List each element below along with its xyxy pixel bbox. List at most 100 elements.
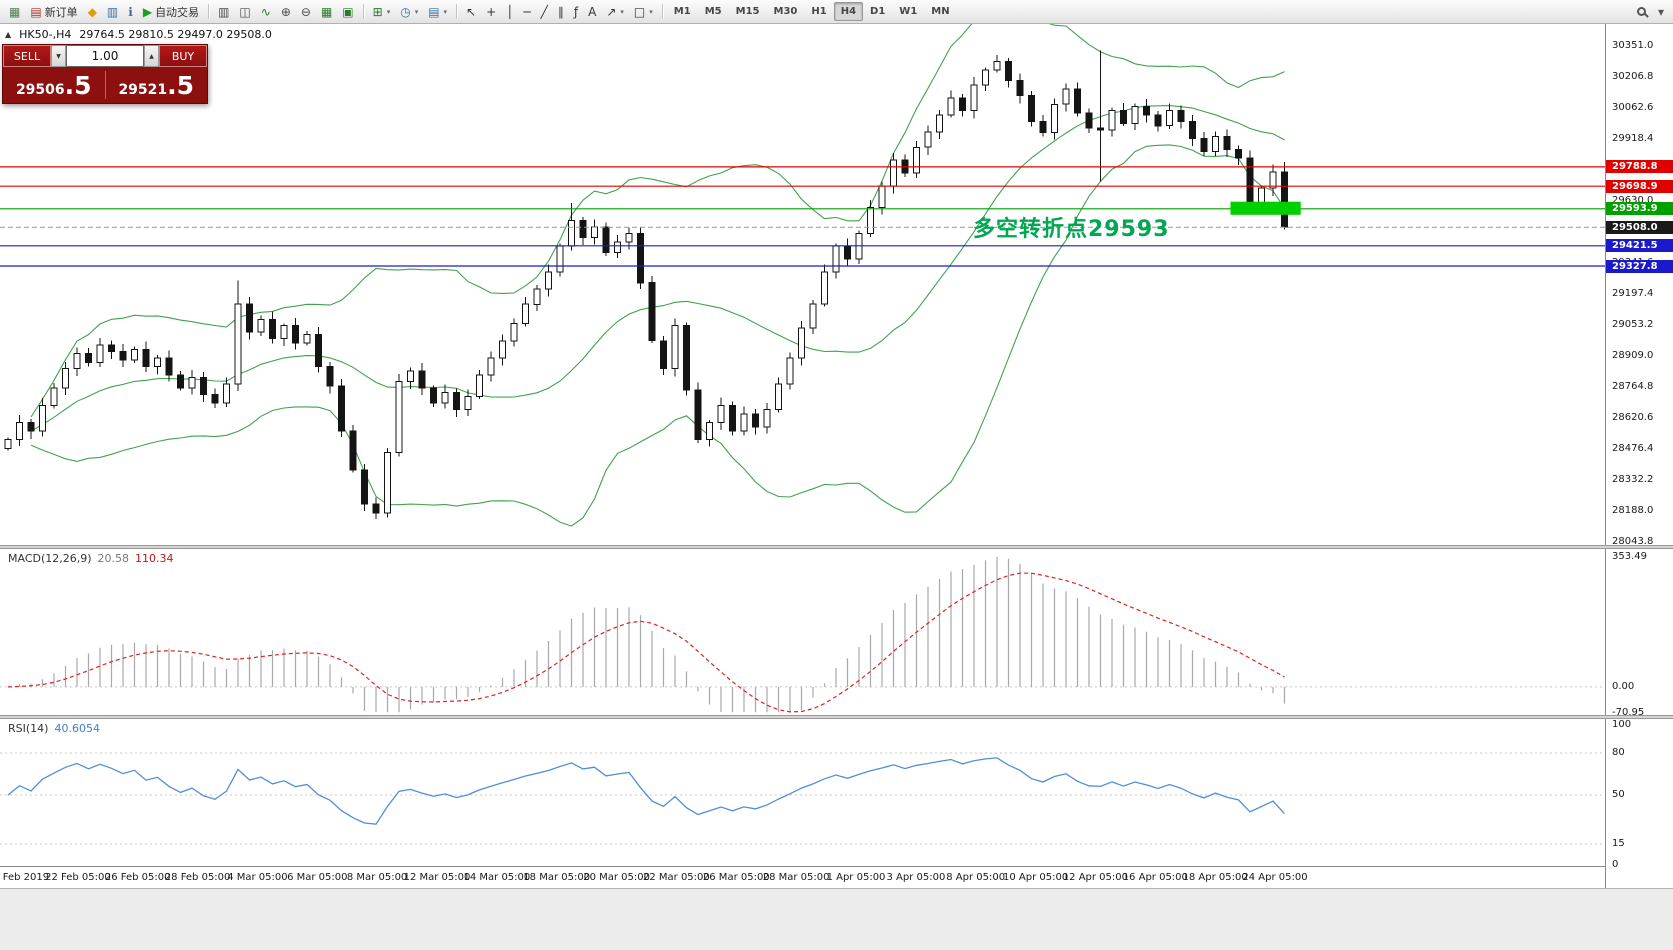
timeframe-w1-button-label: W1 [899,6,918,17]
time-axis-label: 8 Mar 05:00 [346,872,408,883]
macd-axis-label: 353.49 [1612,551,1647,562]
toolbar-overflow-button[interactable]: ▾ [1653,2,1669,21]
indicators-button[interactable]: ⊞ ▾ [368,2,396,21]
trade-panel-price-row: 29506 .5 29521 .5 [3,67,207,103]
metaeditor-button[interactable]: ◆ [83,2,102,21]
new-order-button[interactable]: ▤ 新订单 [25,2,82,21]
time-axis-label: 12 Mar 05:00 [403,872,471,883]
bollinger-lower-band [30,144,1285,527]
timeframe-h1-button[interactable]: H1 [804,2,833,21]
vertical-line-button[interactable]: │ [501,2,518,21]
timeframe-m1-button[interactable]: M1 [667,2,698,21]
tile-windows-button[interactable]: ▦ [316,2,337,21]
new-chart-icon: ▦ [9,4,21,19]
macd-signal-value: 110.34 [135,552,174,565]
auto-scroll-icon: ▣ [342,4,354,19]
shapes-button[interactable]: □ ▾ [629,2,658,21]
timeframe-m30-button-label: M30 [773,6,798,17]
time-axis-label: 24 Apr 05:00 [1242,872,1308,883]
price-axis-label: 28909.0 [1612,350,1654,361]
candlestick-chart-button[interactable]: ◫ [234,2,255,21]
bar-chart-button[interactable]: ▥ [213,2,234,21]
pane-splitter[interactable] [0,545,1673,549]
pivot-highlight-rect[interactable] [1230,201,1301,215]
time-axis-label: 28 Feb 05:00 [164,872,231,883]
ohlc-values-label: 29764.5 29810.5 29497.0 29508.0 [79,28,272,41]
price-axis-label: 29053.2 [1612,319,1654,330]
price-axis-label: 28764.8 [1612,381,1654,392]
sell-button[interactable]: SELL [3,45,51,67]
rsi-name: RSI(14) [8,722,49,735]
pane-splitter[interactable] [0,715,1673,719]
auto-scroll-button[interactable]: ▣ [337,2,358,21]
rsi-indicator-canvas[interactable] [0,719,1605,866]
collapse-trade-panel-icon[interactable]: ▲ [5,30,12,39]
trendline-icon: ╱ [540,4,548,19]
price-axis[interactable]: 30351.030206.830062.629918.429774.229630… [1605,24,1673,888]
market-watch-button[interactable]: ▥ [102,2,123,21]
toolbar-separator [456,4,458,19]
lot-decrease-button[interactable]: ▼ [51,45,66,67]
price-chart-canvas[interactable] [0,24,1605,545]
macd-indicator-canvas[interactable] [0,549,1605,715]
templates-button[interactable]: ▤ ▾ [423,2,452,21]
timeframe-w1-button[interactable]: W1 [892,2,924,21]
time-axis-label: 3 Apr 05:00 [886,872,946,883]
rsi-axis-label: 80 [1612,747,1625,758]
price-axis-label: 28043.8 [1612,536,1654,547]
lot-increase-button[interactable]: ▲ [144,45,159,67]
price-tag-29698.9: 29698.9 [1606,179,1673,193]
fibonacci-button[interactable]: ƒ [569,2,583,21]
zoom-in-icon: ⊕ [280,4,291,19]
macd-indicator-label: MACD(12,26,9) 20.58 110.34 [8,552,174,565]
time-axis-label: 14 Mar 05:00 [463,872,531,883]
price-axis-label: 29630.0 [1612,195,1654,206]
data-window-button[interactable]: ℹ [123,2,138,21]
indicators-icon: ⊞ [372,4,383,19]
toolbar-right-group: ▾ [1632,2,1669,21]
arrows-button[interactable]: ↗ ▾ [601,2,629,21]
timeframe-mn-button[interactable]: MN [924,2,956,21]
buy-price-button[interactable]: 29521 .5 [106,73,208,98]
timeframe-d1-button[interactable]: D1 [863,2,892,21]
cursor-icon: ↖ [466,4,477,19]
trendline-button[interactable]: ╱ [536,2,553,21]
timeframe-m15-button[interactable]: M15 [729,2,767,21]
text-label-icon: A [588,4,597,19]
rsi-axis-label: 15 [1612,838,1625,849]
new-chart-button[interactable]: ▦ [4,2,25,21]
toolbar-separator [661,4,663,19]
zoom-in-button[interactable]: ⊕ [276,2,296,21]
macd-main-value: 20.58 [97,552,130,565]
data-window-icon: ℹ [128,4,133,19]
symbol-period-label: HK50-,H4 [19,28,72,41]
price-tag-29788.8: 29788.8 [1606,160,1673,174]
chevron-down-icon: ▾ [386,7,391,16]
line-chart-button[interactable]: ∿ [256,2,276,21]
periods-button[interactable]: ◷ ▾ [395,2,423,21]
chart-search-button[interactable] [1632,2,1651,21]
horizontal-line-button[interactable]: ─ [518,2,535,21]
macd-signal-line [7,572,1285,713]
zoom-out-button[interactable]: ⊖ [296,2,316,21]
price-axis-label: 29918.4 [1612,133,1654,144]
toolbar-overflow-icon: ▾ [1657,4,1664,19]
equidistant-channel-button[interactable]: ∥ [553,2,569,21]
autotrading-button[interactable]: ▶ 自动交易 [138,2,204,21]
new-order-button-label: 新订单 [44,5,78,19]
lot-size-input[interactable] [66,45,144,67]
timeframe-m5-button[interactable]: M5 [698,2,729,21]
timeframe-h4-button[interactable]: H4 [833,2,864,21]
time-axis-label: 22 Mar 05:00 [643,872,710,883]
bar-chart-icon: ▥ [218,4,230,19]
cursor-button[interactable]: ↖ [461,2,481,21]
crosshair-button[interactable]: + [481,2,501,21]
chevron-down-icon: ▾ [620,7,624,16]
time-axis-label: 20 Feb 2019 [0,872,50,883]
buy-button[interactable]: BUY [159,45,207,67]
timeframe-m30-button[interactable]: M30 [767,2,805,21]
text-label-button[interactable]: A [583,2,601,21]
sell-price-button[interactable]: 29506 .5 [3,73,105,98]
periods-icon: ◷ [400,4,411,19]
